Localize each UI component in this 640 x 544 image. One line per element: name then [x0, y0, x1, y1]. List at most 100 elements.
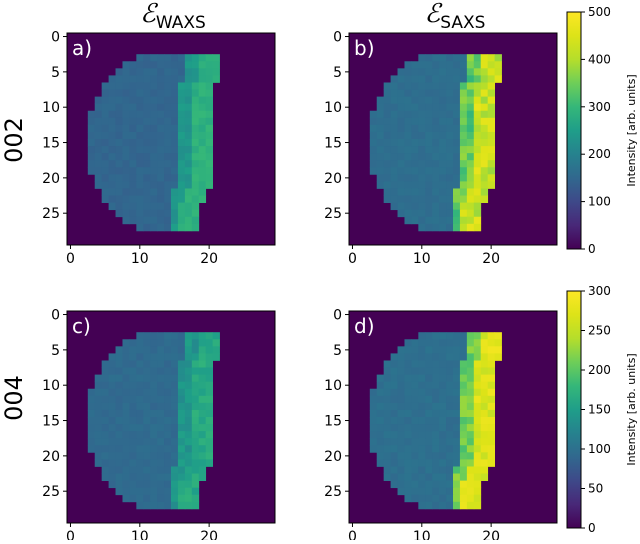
heatmap-cell [129, 209, 137, 218]
heatmap-cell [432, 181, 440, 189]
heatmap-cell [108, 459, 116, 467]
heatmap-cell [439, 96, 447, 105]
heatmap-cell [164, 110, 172, 119]
heatmap-cell [136, 223, 144, 232]
heatmap-cell [404, 103, 412, 112]
heatmap-cell [397, 167, 405, 175]
heatmap-cell [487, 68, 495, 76]
heatmap-cell [164, 480, 172, 489]
heatmap-cell [122, 452, 130, 460]
heatmap-cell [383, 153, 391, 161]
heatmap-cell [184, 381, 193, 390]
heatmap-cell [87, 431, 96, 439]
heatmap-cell [487, 402, 495, 411]
heatmap-cell [129, 153, 137, 161]
heatmap-cell [453, 223, 461, 232]
heatmap-cell [439, 174, 447, 182]
heatmap-cell [136, 409, 144, 418]
heatmap-cell [108, 395, 116, 404]
heatmap-cell [94, 381, 103, 390]
heatmap-cell [473, 424, 482, 432]
heatmap-cell [439, 124, 447, 133]
heatmap-cell [177, 445, 186, 453]
heatmap-cell [446, 388, 454, 397]
heatmap-cell [369, 146, 378, 154]
heatmap-cell [439, 75, 447, 83]
heatmap-cell [164, 438, 172, 446]
heatmap-cell [418, 431, 426, 439]
heatmap-cell [473, 223, 482, 232]
heatmap-cell [459, 146, 468, 154]
heatmap-cell [494, 61, 502, 69]
heatmap-cell [425, 409, 433, 418]
heatmap-cell [453, 117, 461, 126]
heatmap-cell [459, 367, 468, 375]
heatmap-cell [136, 395, 144, 404]
panel-label: a) [72, 36, 92, 60]
heatmap-cell [411, 82, 419, 90]
heatmap-cell [108, 131, 116, 140]
heatmap-cell [369, 167, 378, 175]
heatmap-cell [425, 167, 433, 175]
heatmap-cell [157, 117, 165, 126]
heatmap-cell [212, 332, 220, 340]
heatmap-cell [108, 353, 116, 361]
heatmap-cell [487, 61, 495, 69]
heatmap-cell [150, 353, 158, 361]
heatmap-cell [157, 431, 165, 439]
heatmap-cell [459, 459, 468, 467]
heatmap-cell [198, 339, 207, 347]
heatmap-cell [177, 153, 186, 161]
y-tick-label: 25 [324, 484, 342, 500]
heatmap-cell [150, 103, 158, 112]
heatmap-cell [101, 181, 109, 189]
heatmap-cell [191, 381, 200, 390]
heatmap-cell [383, 417, 391, 425]
heatmap-cell [136, 367, 144, 375]
heatmap-cell [466, 195, 475, 203]
heatmap-cell [129, 96, 137, 105]
heatmap-cell [143, 424, 151, 432]
heatmap-cell [480, 339, 489, 347]
heatmap-cell [418, 480, 426, 489]
heatmap-cell [383, 473, 391, 481]
heatmap-cell [473, 346, 482, 354]
heatmap-cell [143, 167, 151, 175]
heatmap-cell [446, 452, 454, 460]
heatmap-cell [191, 487, 200, 496]
heatmap-cell [466, 487, 475, 496]
heatmap-cell [184, 402, 193, 411]
heatmap-cell [143, 409, 151, 418]
heatmap-cell [480, 139, 489, 147]
heatmap-cell [171, 367, 179, 375]
heatmap-cell [198, 409, 207, 418]
heatmap-cell [411, 146, 419, 154]
heatmap-cell [205, 374, 213, 383]
heatmap-cell [459, 402, 468, 411]
heatmap-cell [425, 188, 433, 196]
heatmap-cell [150, 388, 158, 397]
heatmap-cell [411, 167, 419, 175]
heatmap-cell [439, 216, 447, 225]
heatmap-cell [150, 195, 158, 203]
heatmap-cell [191, 188, 200, 196]
heatmap-cell [177, 452, 186, 460]
heatmap-cell [418, 409, 426, 418]
heatmap-cell [480, 131, 489, 140]
x-tick-label: 0 [66, 529, 75, 540]
heatmap-cell [122, 402, 130, 411]
heatmap-cell [108, 388, 116, 397]
heatmap-cell [459, 395, 468, 404]
heatmap-cell [157, 466, 165, 474]
heatmap-cell [383, 139, 391, 147]
heatmap-cell [404, 438, 412, 446]
heatmap-cell [87, 146, 96, 154]
heatmap-cell [383, 110, 391, 119]
heatmap-cell [466, 153, 475, 161]
panel-label: d) [354, 314, 375, 338]
heatmap-cell [439, 202, 447, 211]
y-tick-label: 0 [333, 308, 342, 324]
heatmap-cell [383, 424, 391, 432]
heatmap-cell [459, 223, 468, 232]
